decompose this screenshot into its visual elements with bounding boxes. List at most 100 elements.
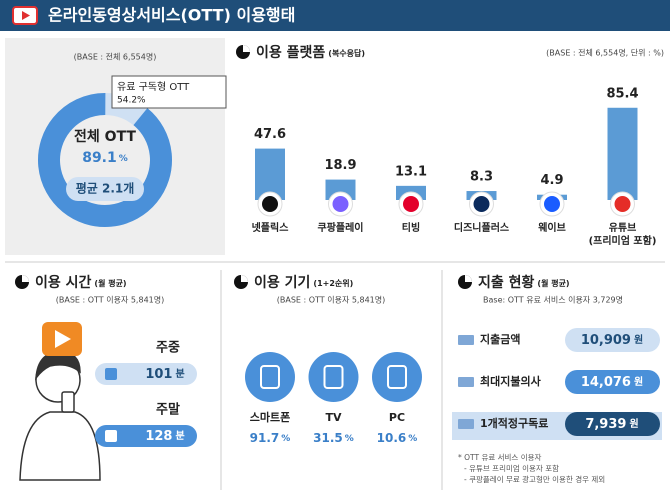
- device-unit: %: [408, 434, 417, 444]
- device-icon-glyph: [260, 365, 280, 389]
- spending-value-text: 10,909 원: [581, 333, 643, 348]
- usage-title: 이용 시간 (월 평균): [35, 274, 127, 291]
- spending-value-text: 7,939 원: [585, 417, 638, 432]
- person-phone: [61, 391, 75, 413]
- spending-label: 최대지불의사: [480, 374, 542, 388]
- overall-value: 89.1: [82, 150, 117, 166]
- platform-logo-mark: [262, 196, 278, 212]
- spending-label: 지출금액: [480, 332, 520, 346]
- usage-value-text: 128 분: [145, 429, 184, 444]
- bar: [255, 148, 285, 200]
- bar-value: 85.4: [606, 86, 638, 101]
- device-icon-glyph: [323, 365, 344, 389]
- spending-icon: [458, 419, 474, 429]
- device-name: TV: [325, 411, 342, 424]
- speech-play: [55, 330, 71, 348]
- platform-name: 디즈니플러스: [454, 221, 509, 234]
- device-value-text: 10.6%: [377, 431, 418, 445]
- spending-pill: [565, 328, 660, 352]
- devices-title-text: 이용 기기: [254, 274, 310, 291]
- platform-logo-mark: [403, 196, 419, 212]
- device-icon: [372, 352, 422, 402]
- spending-value: 10,909: [581, 333, 631, 348]
- overall-average: 평균 2.1개: [76, 182, 135, 196]
- device-unit: %: [345, 434, 354, 444]
- usage-icon: [105, 368, 117, 380]
- usage-label: 주말: [156, 403, 180, 418]
- bar-chart: 47.6 넷플릭스 18.9 쿠팡플레이 13.1 티빙 8.3 디즈니플러스 4.9 웨이브 85…: [252, 86, 657, 247]
- device-value: 31.5: [313, 431, 343, 445]
- device-unit: %: [281, 434, 290, 444]
- platform-name: 웨이브: [538, 221, 566, 234]
- spending-pill: [565, 370, 660, 394]
- platform-title-text: 이용 플랫폼: [256, 44, 325, 61]
- devices-title: 이용 기기 (1+2순위): [254, 274, 353, 291]
- device-icon: [245, 352, 295, 402]
- bar-value: 8.3: [470, 170, 493, 185]
- platform-name: 쿠팡플레이: [318, 221, 364, 234]
- platform-name: 유튜브: [609, 222, 637, 234]
- platform-name: 티빙: [402, 221, 420, 234]
- overall-base: (BASE : 전체 6,554명): [74, 52, 157, 62]
- spending-value: 14,076: [581, 375, 631, 390]
- usage-note: (월 평균): [94, 278, 126, 288]
- spending-title-text: 지출 현황: [478, 274, 535, 291]
- footnote: - 쿠팡플레이 무료 광고형만 이용한 경우 제외: [464, 474, 605, 484]
- usage-title-text: 이용 시간: [35, 274, 92, 291]
- usage-value: 101: [145, 367, 172, 382]
- section-icon-cut: [22, 275, 29, 282]
- usage-pill: [95, 363, 197, 385]
- average-pill: [66, 177, 144, 201]
- spending-pill: [565, 412, 660, 436]
- donut: [38, 93, 172, 227]
- spending-unit: 원: [634, 333, 643, 346]
- donut-arc: [38, 93, 172, 227]
- platform-logo-mark: [614, 196, 631, 212]
- usage-unit: 분: [175, 368, 184, 380]
- overall-unit: %: [119, 154, 128, 164]
- person-body: [19, 411, 101, 481]
- spending-value-text: 14,076 원: [581, 375, 643, 390]
- overall-label: 전체 OTT: [74, 128, 136, 145]
- bar-value: 4.9: [540, 173, 563, 188]
- device-value: 91.7: [250, 431, 280, 445]
- spending-label: 1개적정구독료: [480, 416, 548, 430]
- usage-value-text: 101 분: [145, 367, 184, 382]
- device-value-text: 91.7%: [250, 431, 291, 445]
- platform-title: 이용 플랫폼 (복수응답): [256, 44, 365, 61]
- platform-sub: (프리미엄 포함): [589, 234, 657, 247]
- bar-value: 47.6: [254, 127, 286, 142]
- usage-pill: [95, 425, 197, 447]
- platform-logo-mark: [332, 196, 349, 212]
- header-title: 온라인동영상서비스(OTT) 이용행태: [48, 6, 295, 25]
- platform-logo-mark: [544, 196, 560, 212]
- spending-value: 7,939: [585, 417, 626, 432]
- spending-base: Base: OTT 유료 서비스 이용자 3,729명: [483, 295, 623, 305]
- usage-label: 주중: [156, 341, 180, 356]
- platform-name: 넷플릭스: [252, 221, 289, 234]
- section-icon-cut: [243, 45, 250, 52]
- person-illustration: [19, 322, 101, 481]
- spending-title: 지출 현황 (월 평균): [478, 274, 570, 291]
- usage-base: (BASE : OTT 이용자 5,841명): [56, 295, 164, 305]
- usage-rows: 주중 101 분주말 128 분: [95, 341, 197, 447]
- spending-note: (월 평균): [537, 278, 569, 288]
- section-icon-cut: [241, 275, 248, 282]
- device-name: 스마트폰: [250, 410, 290, 424]
- usage-icon: [105, 430, 117, 442]
- callout-box: [111, 75, 227, 109]
- section-icon-cut: [465, 275, 472, 282]
- spending-icon: [458, 335, 474, 345]
- callout-label: 유료 구독형 OTT: [117, 81, 190, 93]
- device-value-text: 31.5%: [313, 431, 354, 445]
- devices-note: (1+2순위): [313, 278, 353, 288]
- device-icon: [308, 352, 359, 402]
- footnote: * OTT 유료 서비스 이용자: [458, 452, 542, 462]
- bar: [607, 107, 638, 200]
- spending-icon: [458, 377, 474, 387]
- header-bar: [0, 0, 670, 31]
- footnote: - 유튜브 프리미엄 이용자 포함: [464, 463, 559, 473]
